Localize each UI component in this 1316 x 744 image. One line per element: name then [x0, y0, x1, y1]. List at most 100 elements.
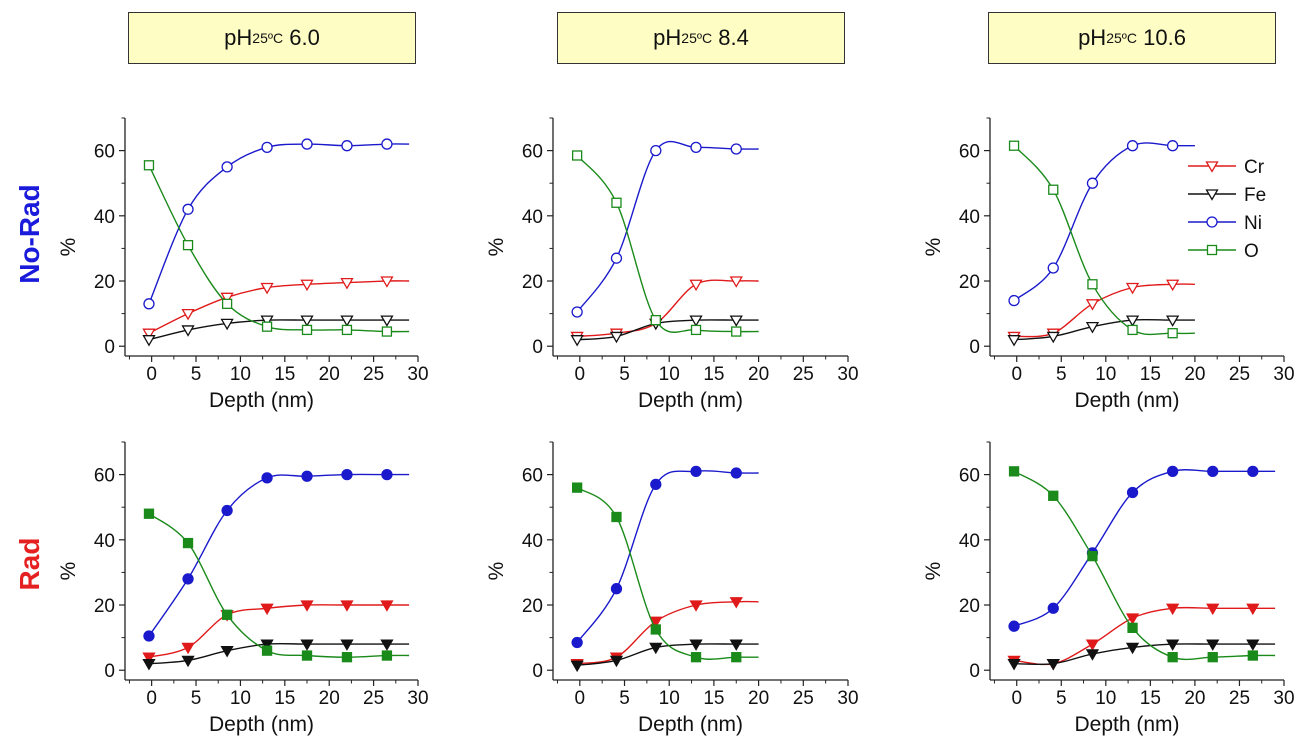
chart-panel-rad-ph10.6: 0 5 10 15 20 25 30 0 20 40 60 Depth (nm)%	[922, 441, 1295, 736]
x-tick-label: 5	[191, 688, 202, 709]
data-point-fe	[1206, 639, 1220, 651]
data-point-o	[1048, 184, 1059, 195]
data-point-ni	[1008, 294, 1020, 307]
x-tick-label: 20	[1184, 364, 1205, 385]
y-axis-label: %	[922, 562, 945, 581]
data-point-fe	[260, 315, 274, 327]
y-tick-label: 0	[104, 661, 115, 682]
data-point-o	[182, 240, 194, 251]
x-tick-label: 10	[659, 688, 680, 709]
data-point-o	[381, 650, 393, 661]
data-point-o	[261, 321, 273, 332]
x-tick-label: 0	[146, 688, 157, 709]
data-point-ni	[381, 138, 393, 150]
legend-marker-o	[1206, 244, 1218, 256]
data-point-cr	[380, 600, 394, 612]
data-point-o	[341, 652, 353, 663]
header-ph-label: pH	[653, 25, 682, 50]
y-tick-label: 0	[532, 661, 543, 682]
data-point-ni	[182, 573, 194, 585]
data-point-cr	[689, 600, 703, 612]
data-point-o	[571, 482, 583, 493]
data-point-fe	[1007, 659, 1021, 671]
x-tick-label: 30	[407, 688, 428, 709]
legend: Cr Fe Ni O	[1188, 157, 1266, 262]
data-point-o	[650, 624, 661, 635]
data-point-ni	[1126, 140, 1139, 152]
data-point-fe	[1007, 335, 1021, 347]
data-point-fe	[1166, 315, 1180, 327]
data-point-ni	[341, 468, 353, 481]
x-tick-label: 30	[407, 364, 428, 385]
data-point-fe	[609, 331, 624, 344]
y-axis-label: %	[57, 562, 80, 581]
legend-label-ni: Ni	[1244, 213, 1262, 234]
data-point-o	[1087, 550, 1098, 562]
data-point-o	[731, 326, 742, 337]
y-tick-label: 60	[522, 142, 543, 163]
series-line-ni	[576, 470, 759, 643]
x-tick-label: 5	[619, 688, 630, 709]
data-point-fe	[1246, 639, 1260, 651]
y-tick-label: 20	[94, 596, 115, 617]
data-point-ni	[730, 143, 742, 155]
data-point-cr	[380, 276, 394, 288]
x-tick-label: 10	[1095, 688, 1116, 709]
x-tick-label: 10	[230, 364, 251, 385]
data-point-o	[1127, 622, 1138, 633]
x-tick-label: 0	[1011, 688, 1022, 709]
chart-panel-rad-ph8.4: 0 5 10 15 20 25 30 0 20 40 60 Depth (nm)%	[485, 441, 859, 736]
data-point-ni	[261, 141, 273, 153]
header-temperature-subscript: 25ºC	[1106, 30, 1137, 46]
data-point-fe	[729, 639, 743, 651]
data-point-fe	[1166, 639, 1180, 651]
data-point-fe	[689, 315, 703, 327]
x-tick-label: 10	[659, 364, 680, 385]
column-header-ph-10-6: pH 25ºC 10.6	[988, 12, 1276, 64]
x-axis-label: Depth (nm)	[638, 389, 743, 412]
data-point-cr	[300, 279, 314, 292]
y-tick-label: 40	[522, 207, 543, 228]
series-line-ni	[576, 140, 759, 313]
data-point-ni	[650, 144, 662, 157]
x-tick-label: 5	[191, 364, 202, 385]
data-point-fe	[570, 335, 584, 347]
x-axis-label: Depth (nm)	[209, 389, 314, 412]
x-tick-label: 20	[319, 688, 340, 709]
data-point-fe	[1085, 649, 1100, 661]
data-point-cr	[181, 642, 195, 655]
data-point-cr	[260, 603, 274, 616]
data-point-fe	[340, 639, 354, 651]
y-tick-label: 20	[959, 596, 980, 617]
x-tick-label: 15	[274, 364, 295, 385]
data-point-ni	[730, 467, 742, 479]
data-point-o	[301, 324, 313, 336]
data-point-ni	[650, 478, 662, 491]
y-axis-label: %	[485, 238, 508, 257]
data-point-ni	[1126, 486, 1139, 499]
data-point-cr	[1125, 282, 1140, 295]
data-point-cr	[1206, 603, 1220, 616]
data-point-fe	[380, 315, 394, 327]
data-point-ni	[143, 298, 155, 310]
data-point-cr	[1085, 299, 1100, 311]
data-point-fe	[1125, 642, 1140, 655]
data-point-fe	[142, 659, 156, 671]
data-point-o	[221, 298, 233, 309]
x-tick-label: 10	[1095, 364, 1116, 385]
chart-panel-norad-ph6.0: 0 5 10 15 20 25 30 0 20 40 60 Depth (nm)%	[57, 117, 429, 412]
data-point-cr	[1246, 603, 1260, 616]
x-axis-label: Depth (nm)	[209, 713, 314, 736]
series-line-ni	[148, 473, 410, 637]
column-header-ph-8-4: pH 25ºC 8.4	[557, 12, 845, 64]
data-point-fe	[649, 642, 663, 655]
legend-marker-ni	[1206, 216, 1218, 228]
x-axis-label: Depth (nm)	[1074, 389, 1179, 412]
data-point-cr	[340, 600, 354, 612]
y-tick-label: 40	[522, 531, 543, 552]
data-point-o	[221, 609, 233, 620]
data-point-o	[1008, 140, 1020, 151]
data-point-ni	[690, 141, 702, 153]
y-tick-label: 20	[522, 272, 543, 293]
data-point-fe	[689, 639, 703, 651]
